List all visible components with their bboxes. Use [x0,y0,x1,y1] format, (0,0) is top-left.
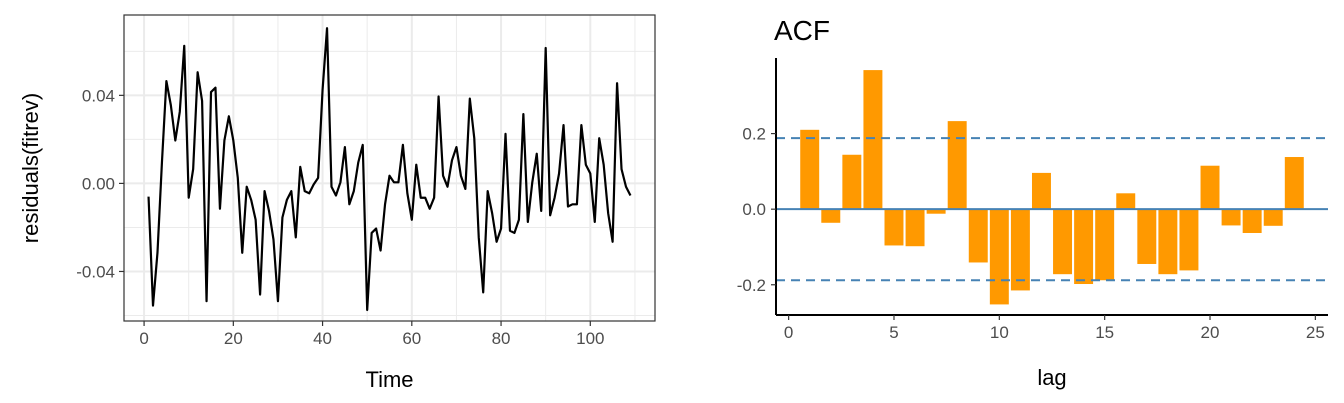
acf-bar [989,209,1009,305]
acf-bar [842,154,862,210]
acf-x-tick-label: 0 [784,323,793,342]
acf-bar [1031,172,1051,210]
residuals-y-tick-label: 0.00 [82,174,115,193]
residuals-x-tick-label: 100 [576,329,604,348]
residuals-x-tick-label: 0 [139,329,148,348]
acf-x-axis-title: lag [1037,365,1066,390]
residuals-y-axis-title: residuals(fitrev) [18,93,43,243]
acf-bar [863,70,883,210]
acf-bar [1116,193,1136,210]
acf-bar [1010,209,1030,291]
residuals-x-tick-label: 80 [492,329,511,348]
acf-x-tick-label: 20 [1201,323,1220,342]
residuals-x-tick-label: 60 [402,329,421,348]
residuals-y-axis: -0.04 0.00 0.04 [76,86,124,281]
acf-bar [1137,209,1157,264]
acf-x-axis: 0 5 10 15 20 25 [784,315,1325,342]
acf-y-axis: -0.2 0.0 0.2 [737,125,776,295]
acf-bar [1263,209,1283,226]
acf-bar [1200,165,1220,210]
acf-bar [905,209,925,247]
residuals-x-axis-title: Time [365,367,413,392]
acf-bar [968,209,988,263]
acf-y-tick-label: 0.2 [742,125,766,144]
acf-panel: ACF 0 5 10 15 20 25 -0.2 0.0 0.2 lag [737,15,1328,390]
acf-plot-title: ACF [774,15,830,46]
acf-y-tick-label: -0.2 [737,276,766,295]
residuals-y-tick-label: -0.04 [76,262,115,281]
residuals-x-axis: 0 20 40 60 80 100 [139,321,604,348]
acf-bar [947,121,967,210]
acf-bar [821,209,841,223]
acf-x-tick-label: 15 [1095,323,1114,342]
acf-bar [800,129,820,210]
acf-bar [926,209,946,214]
residuals-x-tick-label: 40 [313,329,332,348]
acf-bar [1053,209,1073,275]
acf-bars [800,70,1304,305]
acf-x-tick-label: 5 [889,323,898,342]
acf-bar [1074,209,1094,285]
residuals-series-line [147,27,632,312]
residuals-x-tick-label: 20 [224,329,243,348]
acf-bar [1284,157,1304,210]
acf-bar [884,209,904,246]
acf-x-tick-label: 10 [990,323,1009,342]
acf-bar [1158,209,1178,275]
acf-bar [1095,209,1115,281]
acf-y-tick-label: 0.0 [742,200,766,219]
acf-bar [1242,209,1262,233]
residuals-panel-border [123,14,656,322]
acf-bar [1221,209,1241,226]
acf-bar [1179,209,1199,271]
residuals-y-tick-label: 0.04 [82,86,115,105]
acf-x-tick-label: 25 [1306,323,1325,342]
residuals-gridlines [124,15,655,321]
residuals-panel: 0 20 40 60 80 100 -0.04 0.00 0.04 Time residual… [18,14,656,392]
